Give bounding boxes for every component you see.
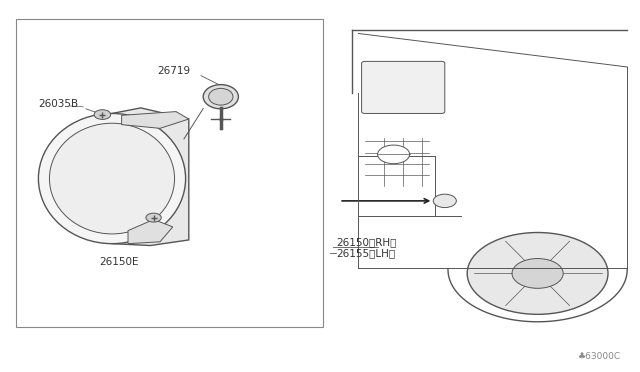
- Text: 26035B: 26035B: [38, 99, 79, 109]
- Bar: [16, 19, 323, 327]
- Polygon shape: [128, 219, 173, 244]
- Ellipse shape: [38, 113, 186, 244]
- Circle shape: [146, 213, 161, 222]
- Ellipse shape: [204, 85, 238, 109]
- Circle shape: [467, 232, 608, 314]
- Ellipse shape: [49, 123, 175, 234]
- FancyBboxPatch shape: [362, 61, 445, 113]
- Text: ♣63000C: ♣63000C: [578, 352, 621, 361]
- Circle shape: [433, 194, 456, 208]
- Text: 26155（LH）: 26155（LH）: [336, 248, 395, 259]
- Ellipse shape: [209, 89, 233, 105]
- Circle shape: [378, 145, 410, 164]
- Polygon shape: [112, 108, 189, 246]
- Text: 26150E: 26150E: [99, 257, 139, 267]
- Circle shape: [512, 259, 563, 288]
- Text: 26719: 26719: [157, 66, 190, 76]
- Polygon shape: [122, 112, 189, 128]
- Circle shape: [94, 110, 111, 119]
- Text: 26150（RH）: 26150（RH）: [336, 237, 396, 247]
